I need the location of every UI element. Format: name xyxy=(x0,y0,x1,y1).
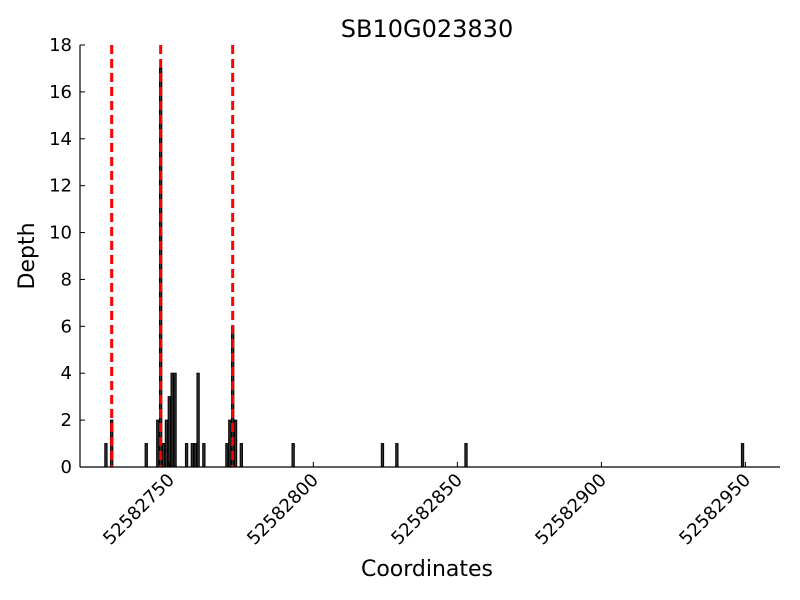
y-tick-label-12: 12 xyxy=(49,176,72,197)
bar-4 xyxy=(159,67,163,468)
x-axis-label: Coordinates xyxy=(361,557,493,582)
bar-15 xyxy=(225,443,229,468)
x-tick-label-52582900: 52582900 xyxy=(531,470,611,550)
reference-lines-group xyxy=(110,45,235,467)
bar-9 xyxy=(173,372,177,468)
bar-11 xyxy=(190,443,194,468)
bar-5 xyxy=(161,443,166,468)
bar-22 xyxy=(395,443,399,468)
bar-7 xyxy=(167,396,171,468)
y-tick-label-0: 0 xyxy=(61,457,72,478)
bar-24 xyxy=(740,443,745,468)
y-tick-label-2: 2 xyxy=(61,410,72,431)
bars-group xyxy=(104,67,745,468)
x-tick-label-52582750: 52582750 xyxy=(99,470,179,550)
x-ticks-group: 52582750 52582800 52582850 52582900 52582950 xyxy=(99,462,755,549)
bar-18 xyxy=(233,419,238,468)
bar-0 xyxy=(104,443,108,468)
bar-10 xyxy=(184,443,189,468)
y-tick-label-8: 8 xyxy=(61,269,72,290)
y-tick-label-4: 4 xyxy=(61,363,72,384)
bar-3 xyxy=(156,419,160,468)
y-tick-label-14: 14 xyxy=(49,129,72,150)
bar-14 xyxy=(202,443,206,468)
y-tick-label-18: 18 xyxy=(49,35,72,56)
bar-20 xyxy=(291,443,295,468)
bar-13 xyxy=(196,372,200,468)
bar-12 xyxy=(193,443,197,468)
y-tick-label-10: 10 xyxy=(49,223,72,244)
x-tick-label-52582800: 52582800 xyxy=(243,470,323,550)
y-tick-label-16: 16 xyxy=(49,82,72,103)
y-tick-label-6: 6 xyxy=(61,316,72,337)
bar-8 xyxy=(170,372,174,468)
chart-title: SB10G023830 xyxy=(341,15,513,43)
bar-16 xyxy=(228,419,232,468)
bar-23 xyxy=(464,443,468,468)
y-ticks-group: 0 2 4 6 8 10 12 14 16 18 xyxy=(49,35,85,478)
y-axis-label: Depth xyxy=(15,222,40,289)
bar-6 xyxy=(164,419,169,468)
axes-group xyxy=(79,45,780,468)
bar-21 xyxy=(380,443,385,468)
x-tick-label-52582850: 52582850 xyxy=(387,470,467,550)
bar-19 xyxy=(239,443,243,468)
x-tick-label-52582950: 52582950 xyxy=(675,470,755,550)
bar-2 xyxy=(144,443,148,468)
